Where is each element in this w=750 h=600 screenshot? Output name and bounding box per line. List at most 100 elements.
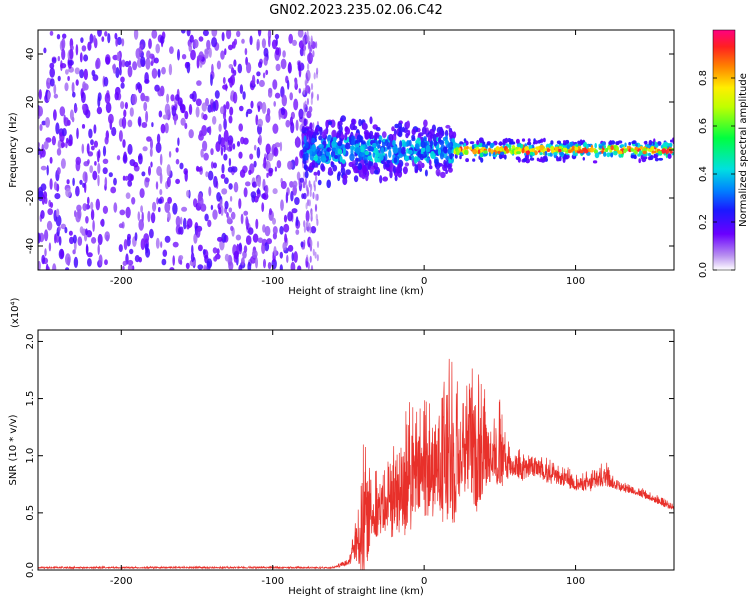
spectrogram-cell [463, 138, 467, 142]
spectrogram-cell [191, 244, 194, 255]
spectrogram-cell [285, 119, 291, 128]
spectrogram-cell [304, 177, 307, 185]
spectrogram-cell [81, 92, 86, 104]
y-tick-label: 0.5 [25, 505, 36, 521]
spectrogram-cell [188, 129, 194, 139]
spectrogram-cell [274, 92, 281, 99]
spectrogram-cell [153, 57, 159, 64]
spectrogram-cell [192, 39, 199, 49]
spectrogram-cell [521, 148, 525, 154]
spectrogram-cell [304, 79, 307, 87]
spectrogram-cell [406, 140, 409, 146]
y-tick-label: 2.0 [25, 333, 36, 349]
spectrogram-cell [373, 169, 379, 175]
spectrogram-cell [207, 170, 214, 181]
spectrogram-cell [67, 76, 70, 81]
spectrogram-cell [303, 37, 306, 46]
x-tick-label: -200 [110, 576, 133, 587]
spectrogram-cell [233, 250, 239, 260]
spectrogram-cell [243, 187, 248, 198]
spectrogram-cell [650, 145, 655, 151]
spectrogram-cell [67, 139, 73, 147]
spectrogram-cell [130, 174, 134, 181]
colorbar-tick-label: 0.0 [698, 262, 709, 278]
spectrogram-cell [60, 62, 67, 69]
spectrogram-cell [97, 174, 100, 187]
spectrogram-cell [411, 134, 416, 140]
spectrogram-cell [442, 164, 448, 172]
spectrogram-cell [287, 211, 293, 222]
spectrogram-cell [119, 67, 122, 76]
spectrogram-cell [479, 152, 484, 158]
spectrogram-cell [263, 47, 269, 58]
colorbar-tick-label: 0.4 [698, 166, 709, 182]
spectrogram-cell [118, 223, 124, 229]
spectrogram-cell [232, 91, 238, 104]
spectrogram-cell [272, 226, 278, 235]
spectrogram-cell [356, 134, 363, 143]
spectrogram-cell [272, 79, 278, 90]
colorbar: 0.0 0.2 0.4 0.6 0.8 Normalized spectral ampl… [698, 29, 749, 278]
spectrogram-cell [516, 151, 521, 155]
spectrogram-cell [197, 244, 203, 252]
spectrogram-cell [155, 43, 160, 54]
spectrogram-cell [161, 66, 166, 75]
spectrogram-cell [243, 210, 249, 216]
spectrogram-cell [258, 79, 265, 88]
spectrogram-cell [407, 149, 413, 155]
snr-x-axis-label: Height of straight line (km) [288, 586, 424, 597]
spectrogram-cell [93, 124, 97, 134]
spectrogram-cell [77, 208, 82, 220]
spectrogram-cell [392, 146, 399, 154]
spectrogram-cell [223, 144, 226, 153]
spectrogram-cell [225, 101, 230, 110]
spectrogram-cell [515, 138, 520, 144]
spectrogram-cell [379, 175, 383, 184]
spectrogram-cell [361, 165, 368, 175]
spectrogram-cell [202, 30, 209, 37]
spectrogram-cell [210, 74, 213, 86]
spectrogram-cell [166, 93, 170, 104]
spectrogram-cell [527, 138, 531, 143]
spectrogram-cell [164, 103, 171, 116]
spectrogram-cell [539, 139, 542, 143]
spectrogram-cell [278, 108, 282, 121]
spectrogram-cell [603, 144, 606, 149]
spectrogram-cell [429, 134, 434, 139]
spectrogram-cell [640, 145, 643, 150]
spectrogram-cell [61, 48, 66, 61]
spectrogram-cell [458, 152, 463, 156]
spectrogram-cell [447, 143, 452, 148]
spectrogram-cell [97, 30, 102, 37]
spectrogram-cell [287, 79, 290, 90]
spectrogram-cell [62, 128, 67, 137]
spectrogram-cell [256, 146, 261, 159]
spectrogram-cell [569, 141, 574, 147]
snr-y-ticks: 0.0 0.5 1.0 1.5 2.0 [25, 333, 674, 578]
spectrogram-cell [131, 197, 136, 205]
spectrogram-cell [212, 247, 218, 254]
spectrogram-cell [71, 82, 75, 94]
spectrogram-cell [563, 140, 566, 144]
spectrogram-cell [295, 229, 300, 235]
spectrogram-cell [285, 191, 289, 204]
spectrogram-cell [57, 75, 61, 82]
spectrogram-cell [267, 152, 274, 162]
spectrogram-cell [444, 129, 449, 137]
spectrogram-cell [369, 146, 374, 152]
spectrogram-cell [238, 264, 243, 270]
spectrogram-cell [233, 38, 238, 46]
spectrogram-cell [123, 109, 127, 118]
colorbar-tick-label: 0.8 [698, 70, 709, 86]
spectrogram-cell [79, 52, 83, 63]
spectrogram-cell [143, 101, 148, 112]
spectrogram-cell [571, 145, 575, 151]
spectrogram-cell [218, 207, 222, 215]
spectrogram-cell [497, 150, 501, 154]
spectrogram-cell [255, 256, 258, 269]
spectrogram-cell [133, 30, 139, 40]
spectrogram-cell [310, 97, 313, 106]
spectrogram-cell [190, 252, 195, 263]
spectrogram-cell [377, 144, 381, 149]
spectrogram-cell [382, 176, 389, 182]
